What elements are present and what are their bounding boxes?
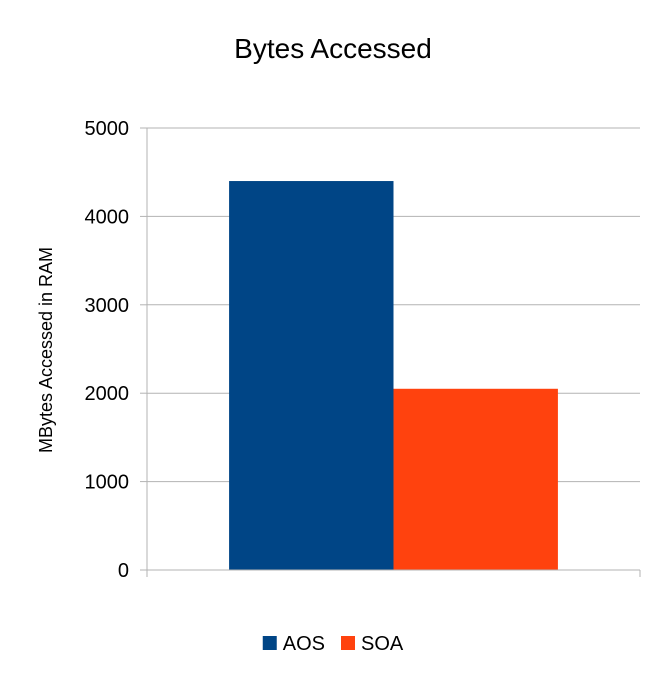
y-tick-label: 1000 <box>85 472 130 494</box>
y-tick-label: 3000 <box>85 295 130 317</box>
y-axis-label: MBytes Accessed in RAM <box>36 247 56 453</box>
legend-swatch-aos <box>262 636 277 650</box>
bars <box>229 181 558 571</box>
bar-soa <box>393 388 558 570</box>
y-axis-ticks: 0 1000 2000 3000 4000 5000 <box>85 118 147 582</box>
y-tick-label: 5000 <box>85 118 130 140</box>
chart-title: Bytes Accessed <box>234 33 432 64</box>
y-tick-label: 4000 <box>85 206 130 228</box>
legend-label: AOS <box>283 633 325 655</box>
legend-label: SOA <box>361 633 404 655</box>
axes <box>146 128 641 577</box>
legend-swatch-soa <box>341 636 355 650</box>
legend: AOS SOA <box>262 633 404 655</box>
y-tick-label: 2000 <box>85 383 130 405</box>
y-tick-label: 0 <box>118 560 129 582</box>
bar-aos <box>229 181 394 571</box>
